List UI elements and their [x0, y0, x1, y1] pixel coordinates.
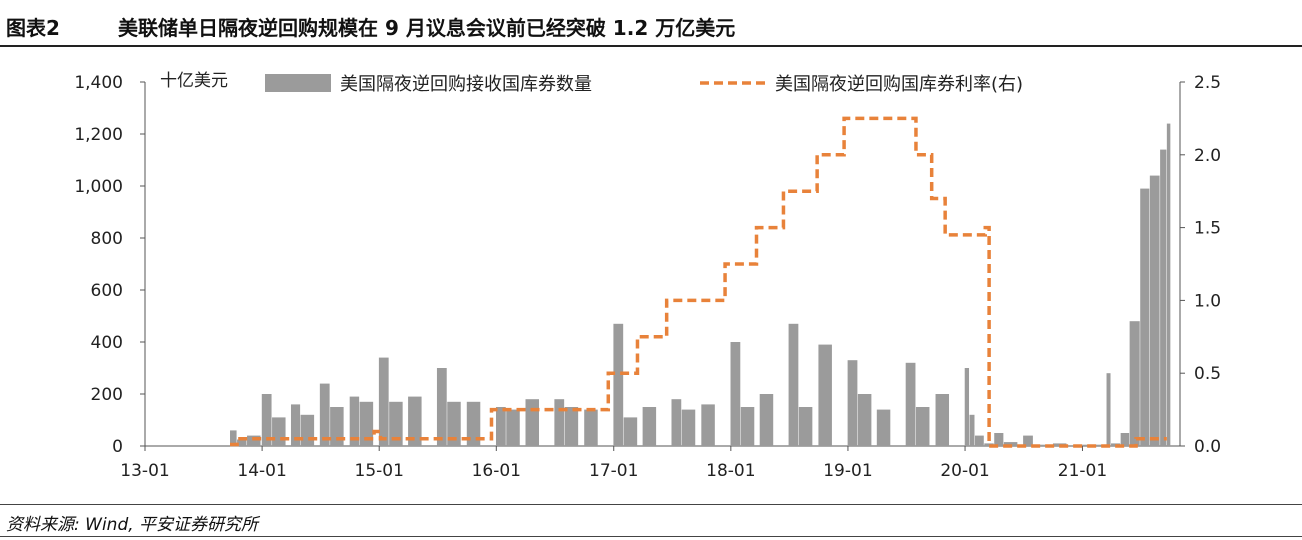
axes: 0 200 400 600 800 1,000 1,200 1,400 0.0 0.5 1.0 1.5…	[74, 71, 1221, 481]
bar	[876, 409, 891, 446]
bar	[847, 360, 858, 446]
x-tick-label: 16-01	[472, 461, 521, 481]
bar	[378, 357, 389, 446]
figure-header: 图表2 美联储单日隔夜逆回购规模在 9 月议息会议前已经突破 1.2 万亿美元	[0, 0, 1302, 48]
bar	[436, 368, 447, 446]
y-right-tick-label: 1.0	[1194, 291, 1221, 311]
bar	[408, 396, 422, 446]
figure-label: 图表2	[6, 16, 60, 40]
bar	[740, 407, 755, 446]
bar	[466, 401, 481, 446]
figure-title: 美联储单日隔夜逆回购规模在 9 月议息会议前已经突破 1.2 万亿美元	[118, 16, 736, 40]
source-note: 资料来源: Wind, 平安证券研究所	[6, 515, 259, 535]
bar	[1023, 435, 1033, 446]
bar	[681, 409, 696, 446]
bar	[818, 344, 832, 446]
header-rule	[0, 45, 1302, 47]
bar	[1106, 373, 1111, 446]
bar	[300, 414, 315, 446]
y-right-tick-label: 0.0	[1194, 437, 1221, 457]
y-left-tick-label: 800	[91, 229, 123, 249]
bar	[319, 383, 330, 446]
bar	[1160, 149, 1167, 446]
bar	[857, 394, 872, 446]
bar	[554, 399, 565, 446]
x-tick-label: 13-01	[120, 461, 169, 481]
bar	[798, 407, 813, 446]
bar	[359, 401, 374, 446]
bar	[1129, 321, 1140, 446]
bar	[261, 394, 272, 446]
bar	[290, 404, 301, 446]
y-right-tick-label: 0.5	[1194, 364, 1221, 384]
y-left-tick-label: 0	[112, 437, 123, 457]
bar	[564, 407, 579, 446]
y-left-tick-label: 600	[91, 281, 123, 301]
y-left-tick-label: 1,400	[74, 73, 123, 93]
bar	[330, 407, 344, 446]
bar	[969, 414, 975, 446]
bar	[994, 433, 1004, 446]
bar	[247, 435, 261, 446]
bar	[349, 396, 360, 446]
end-rule	[0, 536, 1302, 537]
y-left-unit: 十亿美元	[160, 71, 228, 91]
x-tick-label: 17-01	[589, 461, 638, 481]
bar	[915, 407, 930, 446]
legend-line-label: 美国隔夜逆回购国库券利率(右)	[775, 74, 1023, 95]
y-right-tick-label: 2.0	[1194, 146, 1221, 166]
bar	[584, 409, 598, 446]
bar	[905, 362, 916, 446]
y-left-tick-label: 200	[91, 385, 123, 405]
y-right-tick-label: 2.5	[1194, 73, 1221, 93]
x-tick-label: 19-01	[823, 461, 872, 481]
bar	[230, 430, 237, 446]
bar	[389, 401, 403, 446]
bar	[1140, 188, 1150, 446]
bar	[1082, 444, 1092, 446]
x-tick-label: 18-01	[706, 461, 755, 481]
legend-bar-label: 美国隔夜逆回购接收国库券数量	[340, 74, 592, 95]
footer-rule	[0, 504, 1302, 505]
bar	[1120, 433, 1130, 446]
bar	[237, 439, 247, 446]
bar	[525, 399, 540, 446]
chart: 0 200 400 600 800 1,000 1,200 1,400 0.0 0.5 1.0 1.5…	[74, 71, 1221, 481]
bar	[935, 394, 950, 446]
y-left-tick-label: 1,200	[74, 125, 123, 145]
bar-series	[230, 123, 1171, 446]
bar	[759, 394, 774, 446]
bar	[642, 407, 657, 446]
bar	[701, 404, 715, 446]
bar	[1149, 175, 1160, 446]
rate-line	[230, 116, 1167, 448]
bar	[613, 323, 624, 446]
x-tick-label: 15-01	[355, 461, 404, 481]
x-tick-label: 21-01	[1058, 461, 1107, 481]
bar	[1092, 444, 1106, 446]
legend-bar-swatch	[265, 74, 331, 92]
bar	[788, 323, 799, 446]
x-tick-label: 14-01	[237, 461, 286, 481]
bar	[1003, 442, 1018, 446]
bar	[506, 409, 520, 446]
bar	[984, 443, 994, 446]
x-tick-label: 20-01	[940, 461, 989, 481]
line-series	[230, 116, 1167, 448]
y-right-tick-label: 1.5	[1194, 219, 1221, 239]
bar	[671, 399, 682, 446]
bar	[730, 342, 741, 446]
bar	[1166, 123, 1171, 446]
legend: 美国隔夜逆回购接收国库券数量 美国隔夜逆回购国库券利率(右)	[265, 74, 1023, 95]
bar	[623, 417, 638, 446]
bar	[495, 407, 506, 446]
y-left-tick-label: 400	[91, 333, 123, 353]
bar	[974, 435, 984, 446]
y-left-tick-label: 1,000	[74, 177, 123, 197]
bar	[272, 417, 286, 446]
bar	[447, 401, 461, 446]
bar	[964, 368, 970, 446]
